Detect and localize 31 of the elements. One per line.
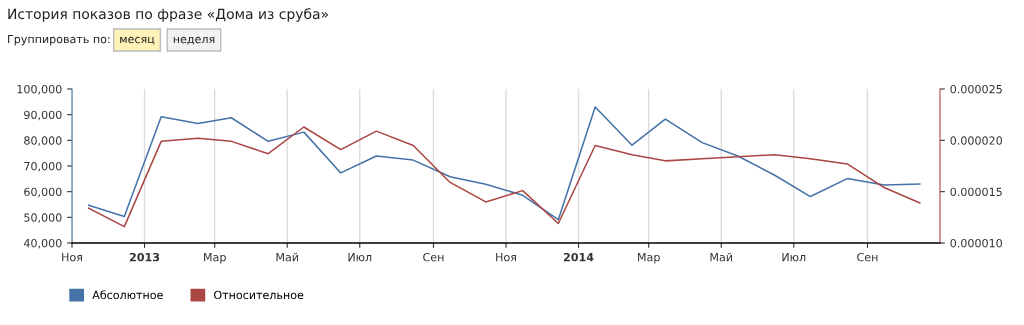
x-tick-label: Ноя (62, 253, 82, 262)
y-tick-label: 100,000 (17, 84, 62, 95)
chart-title: История показов по фразе «Дома из сруба» (8, 8, 328, 22)
x-tick-label: 2013 (129, 252, 160, 262)
y-tick-label: 90,000 (24, 110, 62, 121)
y-tick-label: 50,000 (24, 213, 62, 223)
legend-label: Относительное (214, 290, 304, 300)
y-tick-label: 80,000 (24, 136, 62, 146)
y2-tick-label: 0.000015 (950, 187, 1002, 197)
x-tick-label: Июл (348, 253, 372, 262)
line-series (87, 126, 921, 228)
x-tick-label: Мар (638, 253, 660, 264)
y-tick-label: 40,000 (23, 238, 62, 249)
text: месяц (120, 36, 155, 45)
x-tick-label: Сен (423, 252, 444, 262)
y-tick-label: 70,000 (24, 161, 62, 172)
x-tick-label: Мар (204, 253, 226, 264)
x-tick-label: Июл (782, 253, 806, 262)
text: Группировать по: (8, 34, 110, 46)
line-series (87, 106, 921, 221)
x-tick-label: Май (710, 252, 733, 262)
legend-label: Абсолютное (92, 290, 163, 300)
y2-tick-label: 0.000010 (950, 238, 1002, 248)
x-tick-label: Сен (857, 252, 878, 262)
y-tick-label: 60,000 (24, 187, 62, 198)
y2-tick-label: 0.000020 (950, 136, 1002, 145)
x-tick-label: Ноя (496, 253, 516, 262)
text: неделя (173, 36, 215, 45)
x-tick-label: Май (276, 252, 299, 262)
x-tick-label: 2014 (563, 252, 594, 262)
y2-tick-label: 0.000025 (950, 84, 1002, 94)
